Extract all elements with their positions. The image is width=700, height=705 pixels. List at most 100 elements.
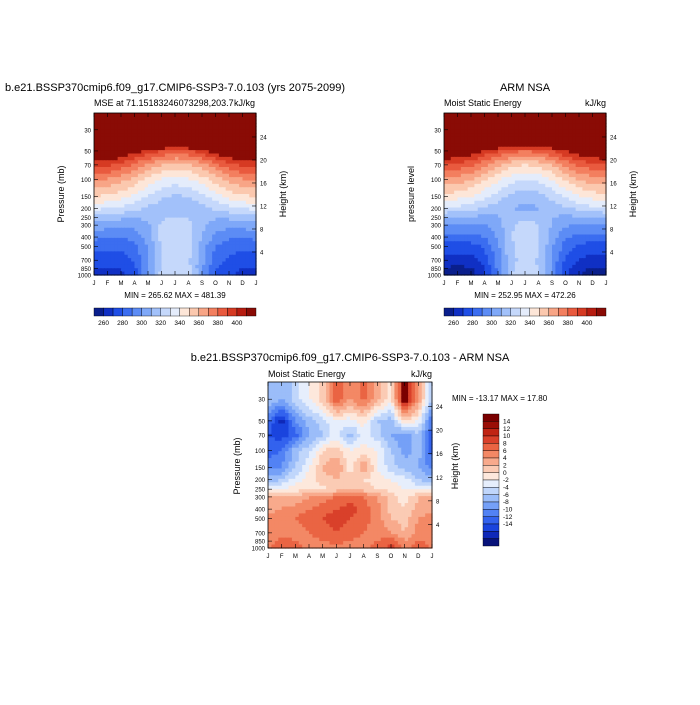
heatmap-cell [357, 389, 361, 393]
heatmap-cell [408, 389, 412, 393]
arm-panel-units: kJ/kg [585, 98, 606, 108]
heatmap-cell [309, 382, 313, 386]
heatmap-cell [268, 385, 272, 389]
x-tick-label: J [255, 281, 258, 287]
colorbar-label: 360 [543, 320, 554, 327]
y-tick-label: 50 [84, 149, 91, 155]
colorbar-swatch [113, 308, 123, 316]
heatmap-cell [319, 385, 323, 389]
heatmap-cell [422, 389, 426, 393]
height-tick-label: 16 [610, 181, 617, 187]
heatmap-cell [367, 385, 371, 389]
colorbar-swatch [218, 308, 228, 316]
colorbar-swatch [463, 308, 473, 316]
heatmap-cell [316, 389, 320, 393]
heatmap-cell [408, 382, 412, 386]
x-tick-label: A [186, 281, 190, 287]
colorbar-swatch [473, 308, 483, 316]
heatmap-cell [285, 389, 289, 393]
colorbar-label: 300 [486, 320, 497, 327]
colorbar-label: 360 [193, 320, 204, 327]
x-tick-label: D [240, 281, 245, 287]
arm-panel-title: ARM NSA [500, 82, 551, 94]
x-tick-label: M [496, 281, 501, 287]
heatmap-cell [326, 385, 330, 389]
model-ylabel-right: Height (km) [278, 171, 288, 218]
colorbar-swatch [189, 308, 199, 316]
heatmap-cell [330, 385, 334, 389]
colorbar-swatch [161, 308, 171, 316]
heatmap-cell [299, 385, 303, 389]
heatmap-cell [418, 389, 422, 393]
heatmap-cell [285, 385, 289, 389]
colorbar-label: 260 [98, 320, 109, 327]
colorbar-label: 340 [524, 320, 535, 327]
colorbar-swatch [568, 308, 578, 316]
colorbar-swatch [227, 308, 237, 316]
heatmap-cell [275, 385, 279, 389]
heatmap-cell [350, 385, 354, 389]
colorbar-swatch [530, 308, 540, 316]
heatmap-cell [326, 389, 330, 393]
heatmap-cell [381, 389, 385, 393]
y-tick-label: 700 [81, 259, 92, 265]
heatmap-cell [289, 382, 293, 386]
colorbar-label: 380 [562, 320, 573, 327]
diff-panel-subtitle: Moist Static Energy [268, 369, 346, 379]
heatmap-cell [391, 385, 395, 389]
heatmap-cell [377, 389, 381, 393]
heatmap-cell [391, 382, 395, 386]
heatmap-cell [268, 382, 272, 386]
heatmap-cell [401, 389, 405, 393]
y-tick-label: 150 [431, 195, 442, 201]
heatmap-cell [316, 382, 320, 386]
height-tick-label: 8 [260, 227, 264, 233]
model-panel-units: kJ/kg [234, 98, 255, 108]
colorbar-swatch [596, 308, 606, 316]
height-tick-label: 24 [260, 135, 267, 141]
height-tick-label: 20 [260, 158, 267, 164]
colorbar-swatch [444, 308, 454, 316]
heatmap-cell [309, 389, 313, 393]
y-tick-label: 1000 [428, 274, 442, 280]
heatmap-cell [377, 382, 381, 386]
colorbar-swatch [170, 308, 180, 316]
heatmap-cell [367, 389, 371, 393]
y-tick-label: 250 [81, 216, 92, 222]
y-tick-label: 200 [431, 207, 442, 213]
heatmap-cell [381, 382, 385, 386]
heatmap-cell [381, 385, 385, 389]
x-tick-label: D [590, 281, 595, 287]
x-tick-label: O [213, 281, 218, 287]
heatmap-cell [306, 389, 310, 393]
colorbar-label: 320 [155, 320, 166, 327]
colorbar-swatch [142, 308, 152, 316]
heatmap-cell [350, 389, 354, 393]
heatmap-cell [422, 382, 426, 386]
arm-heatmap [444, 113, 607, 276]
heatmap-cell [275, 389, 279, 393]
heatmap-cell [347, 389, 351, 393]
x-tick-label: M [469, 281, 474, 287]
model-heatmap [94, 113, 257, 276]
heatmap-cell [336, 389, 340, 393]
y-tick-label: 500 [81, 245, 92, 251]
colorbar-swatch [208, 308, 218, 316]
x-tick-label: A [132, 281, 136, 287]
heatmap-cell [347, 385, 351, 389]
y-tick-label: 70 [84, 163, 91, 169]
heatmap-cell [299, 389, 303, 393]
colorbar-swatch [454, 308, 464, 316]
x-tick-label: A [482, 281, 486, 287]
colorbar-swatch [539, 308, 549, 316]
arm-ylabel: pressure level [406, 166, 416, 222]
height-tick-label: 12 [260, 204, 267, 210]
heatmap-cell [357, 385, 361, 389]
heatmap-cell [371, 389, 375, 393]
heatmap-cell [285, 382, 289, 386]
x-tick-label: F [456, 281, 460, 287]
diff-panel-title: b.e21.BSSP370cmip6.f09_g17.CMIP6-SSP3-7.… [191, 352, 510, 364]
heatmap-cell [275, 382, 279, 386]
x-tick-label: N [227, 281, 231, 287]
